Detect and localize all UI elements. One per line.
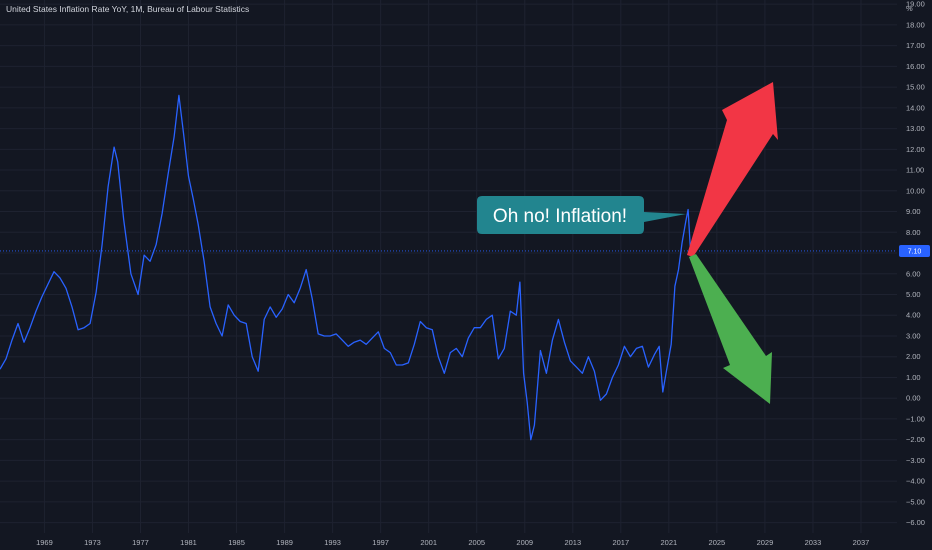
y-tick-label: 15.00: [906, 83, 925, 92]
y-tick-label: 17.00: [906, 41, 925, 50]
x-tick-label: 1973: [84, 538, 101, 547]
x-tick-label: 2029: [757, 538, 774, 547]
grid: [0, 0, 897, 533]
x-tick-label: 2025: [709, 538, 726, 547]
callout-box[interactable]: [477, 196, 686, 234]
y-tick-label: 1.00: [906, 373, 921, 382]
y-tick-label: 5.00: [906, 290, 921, 299]
y-tick-label: 2.00: [906, 352, 921, 361]
y-tick-label: 10.00: [906, 186, 925, 195]
x-tick-label: 1989: [276, 538, 293, 547]
x-tick-label: 1969: [36, 538, 53, 547]
up-arrow[interactable]: [687, 82, 778, 257]
y-tick-label: −6.00: [906, 518, 925, 527]
callout-text: Oh no! Inflation!: [493, 206, 627, 227]
x-axis: 1969 1973 1977 1981 1985 1989 1993 1997 2001 2005…: [36, 538, 869, 547]
y-tick-label: −4.00: [906, 477, 925, 486]
y-axis: 19.00 18.00 17.00 16.00 15.00 14.00 13.00 12.00…: [906, 0, 925, 527]
y-tick-label: 9.00: [906, 207, 921, 216]
y-tick-label: 19.00: [906, 0, 925, 9]
x-tick-label: 2021: [661, 538, 678, 547]
y-tick-label: 4.00: [906, 311, 921, 320]
x-tick-label: 2005: [468, 538, 485, 547]
x-tick-label: 2033: [805, 538, 822, 547]
current-value-badge-label: 7.10: [908, 248, 922, 255]
x-tick-label: 1997: [372, 538, 389, 547]
current-value-badge: [899, 244, 930, 257]
x-tick-label: 2017: [612, 538, 629, 547]
y-tick-label: 12.00: [906, 145, 925, 154]
x-tick-label: 2013: [564, 538, 581, 547]
x-tick-label: 1977: [132, 538, 149, 547]
down-arrow[interactable]: [689, 254, 772, 404]
x-tick-label: 2001: [420, 538, 437, 547]
x-tick-label: 1985: [228, 538, 245, 547]
y-tick-label: −2.00: [906, 435, 925, 444]
y-tick-label: 6.00: [906, 269, 921, 278]
x-tick-label: 2009: [516, 538, 533, 547]
chart-title: United States Inflation Rate YoY, 1M, Bu…: [6, 4, 249, 14]
y-tick-label: 16.00: [906, 62, 925, 71]
y-tick-label: 3.00: [906, 331, 921, 340]
y-tick-label: −5.00: [906, 497, 925, 506]
y-axis-unit: %: [906, 4, 913, 13]
x-tick-label: 1981: [180, 538, 197, 547]
series-layer: [0, 94, 692, 441]
annotation-layer: Oh no! Inflation!: [477, 82, 778, 404]
y-tick-label: 13.00: [906, 124, 925, 133]
y-tick-label: −1.00: [906, 414, 925, 423]
inflation-series-line: [0, 94, 692, 441]
y-tick-label: 11.00: [906, 166, 924, 175]
y-tick-label: 18.00: [906, 20, 925, 29]
y-tick-label: 8.00: [906, 228, 921, 237]
y-tick-label: 14.00: [906, 103, 925, 112]
y-tick-label: −3.00: [906, 456, 925, 465]
current-value-badge-layer: 7.10: [899, 244, 930, 257]
x-tick-label: 1993: [324, 538, 341, 547]
x-tick-label: 2037: [853, 538, 870, 547]
y-tick-label: 0.00: [906, 394, 921, 403]
